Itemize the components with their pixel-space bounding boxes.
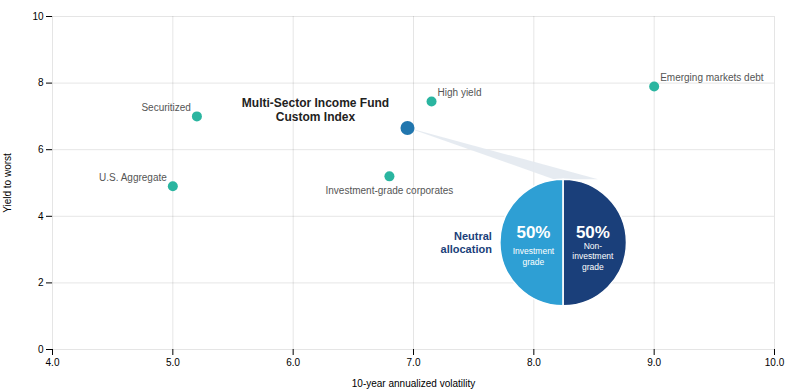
svg-text:6.0: 6.0 (286, 357, 300, 368)
svg-text:8.0: 8.0 (527, 357, 541, 368)
svg-text:Non-investmentgrade: Non-investmentgrade (572, 241, 614, 272)
svg-text:Emerging markets debt: Emerging markets debt (660, 72, 764, 83)
svg-text:Multi-Sector Income FundCustom: Multi-Sector Income FundCustom Index (242, 96, 389, 124)
svg-text:Investmentgrade: Investmentgrade (513, 246, 555, 267)
svg-text:5.0: 5.0 (166, 357, 180, 368)
svg-text:Yield to worst: Yield to worst (2, 153, 13, 213)
svg-text:4: 4 (38, 211, 44, 222)
svg-text:10-year annualized volatility: 10-year annualized volatility (352, 378, 475, 389)
svg-text:50%: 50% (576, 223, 610, 242)
svg-text:High yield: High yield (438, 87, 482, 98)
svg-text:6: 6 (38, 144, 44, 155)
svg-text:0: 0 (38, 344, 44, 355)
svg-text:8: 8 (38, 77, 44, 88)
svg-text:Neutralallocation: Neutralallocation (441, 230, 493, 255)
svg-text:2: 2 (38, 277, 44, 288)
svg-text:50%: 50% (516, 223, 550, 242)
svg-text:7.0: 7.0 (407, 357, 421, 368)
svg-text:U.S. Aggregate: U.S. Aggregate (99, 172, 167, 183)
svg-text:Securitized: Securitized (141, 102, 190, 113)
svg-text:10: 10 (32, 11, 44, 22)
svg-text:9.0: 9.0 (647, 357, 661, 368)
svg-text:4.0: 4.0 (46, 357, 60, 368)
svg-text:Investment-grade corporates: Investment-grade corporates (326, 185, 454, 196)
svg-text:10.0: 10.0 (765, 357, 785, 368)
